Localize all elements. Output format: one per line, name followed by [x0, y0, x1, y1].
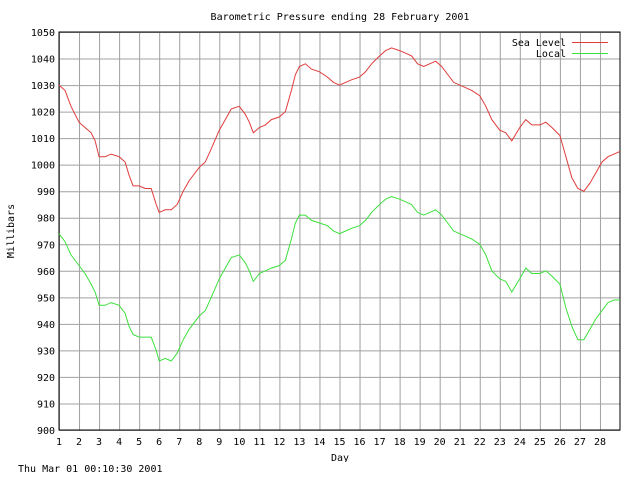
x-tick-label: 28	[594, 437, 606, 448]
x-tick-label: 11	[253, 437, 265, 448]
x-tick-label: 5	[136, 437, 142, 448]
y-tick-label: 940	[37, 320, 55, 331]
y-axis-label: Millibars	[6, 204, 17, 258]
x-tick-label: 3	[96, 437, 102, 448]
series-line-local	[58, 195, 620, 362]
x-tick-label: 21	[454, 437, 466, 448]
y-tick-label: 1040	[31, 55, 55, 66]
timestamp-footer: Thu Mar 01 00:10:30 2001	[18, 464, 163, 475]
x-tick-label: 25	[534, 437, 546, 448]
plot-frame	[58, 31, 621, 431]
x-tick-label: 27	[574, 437, 586, 448]
x-tick-label: 8	[196, 437, 202, 448]
x-tick-label: 10	[233, 437, 245, 448]
y-tick-label: 1050	[31, 28, 55, 39]
x-axis-ticks: 1 2 3 4 5 6 7 8 9 10 11 12 13 14 15 16 17 18 19 20 21 22 23 24 2…	[56, 437, 606, 448]
grid-lines	[59, 32, 620, 431]
x-tick-label: 26	[554, 437, 566, 448]
x-tick-label: 22	[474, 437, 486, 448]
x-tick-label: 7	[176, 437, 182, 448]
y-tick-label: 980	[37, 214, 55, 225]
y-tick-label: 1020	[31, 108, 55, 119]
x-tick-label: 20	[434, 437, 446, 448]
y-tick-label: 990	[37, 187, 55, 198]
x-tick-label: 18	[394, 437, 406, 448]
barometric-pressure-chart: Barometric Pressure ending 28 February 2…	[6, 12, 621, 462]
y-tick-label: 1000	[31, 161, 55, 172]
y-axis-ticks: 900 910 920 930 940 950 960 970 980 990 1000 1010 10…	[31, 28, 55, 437]
legend-entry-label: Local	[536, 49, 566, 60]
y-tick-label: 1010	[31, 134, 55, 145]
x-tick-label: 23	[494, 437, 506, 448]
chart-title: Barometric Pressure ending 28 February 2…	[211, 12, 470, 23]
x-tick-label: 14	[313, 437, 325, 448]
y-tick-label: 920	[37, 373, 55, 384]
x-tick-label: 15	[333, 437, 345, 448]
x-tick-label: 24	[514, 437, 526, 448]
y-tick-label: 970	[37, 240, 55, 251]
x-tick-label: 2	[76, 437, 82, 448]
x-tick-label: 9	[216, 437, 222, 448]
x-tick-label: 16	[354, 437, 366, 448]
x-tick-label: 19	[414, 437, 426, 448]
y-tick-label: 950	[37, 293, 55, 304]
y-tick-label: 960	[37, 267, 55, 278]
x-tick-label: 12	[273, 437, 285, 448]
x-tick-label: 1	[56, 437, 62, 448]
x-tick-label: 4	[116, 437, 122, 448]
series-line-sea-level	[58, 47, 621, 214]
y-tick-label: 1030	[31, 81, 55, 92]
y-tick-label: 930	[37, 346, 55, 357]
x-tick-label: 13	[293, 437, 305, 448]
y-tick-label: 900	[37, 426, 55, 437]
x-tick-label: 6	[156, 437, 162, 448]
series-lines	[58, 47, 621, 362]
x-axis-label: Day	[331, 453, 349, 462]
legend-entry-label: Sea Level	[512, 38, 566, 49]
x-tick-label: 17	[374, 437, 386, 448]
y-tick-label: 910	[37, 399, 55, 410]
